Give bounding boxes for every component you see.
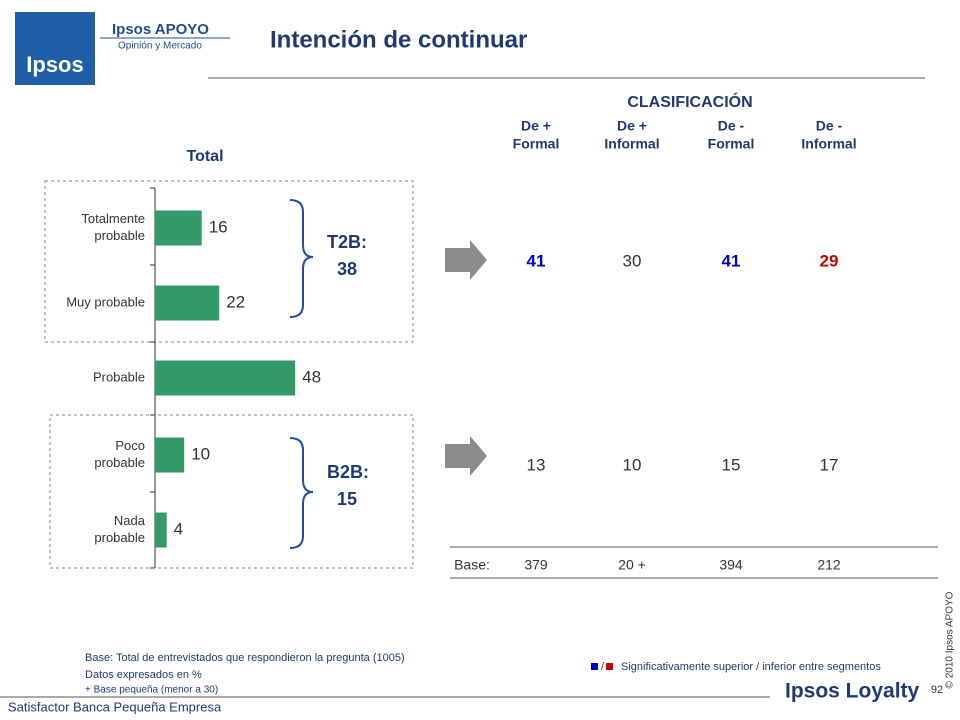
base-value: 212 [817,557,841,573]
note: Datos expresados en % [85,669,202,681]
column-header: De + [617,118,647,134]
table-title: CLASIFICACIÓN [627,92,752,111]
group-label: T2B: [327,232,367,252]
category-label: probable [94,455,145,470]
legend-separator: / [601,661,605,673]
category-label: probable [94,228,145,243]
data-label: 16 [209,217,228,236]
data-label: 4 [174,519,183,538]
legend-text: Significativamente superior / inferior e… [621,661,881,673]
column-header: De - [816,118,843,134]
slide-title: Intención de continuar [270,26,527,53]
category-label: Totalmente [81,211,145,226]
group-value: 38 [337,259,357,279]
base-value: 20 + [618,557,646,573]
base-value: 379 [524,557,548,573]
table-value: 41 [722,251,741,270]
logo-box [15,12,95,85]
column-header: Formal [708,136,755,152]
table-value: 13 [527,455,546,474]
logo-brand: Ipsos APOYO [112,21,209,38]
category-label: Nada [114,513,146,528]
b2b-brace [289,437,314,549]
t2b-box [44,180,414,343]
arrow [445,436,487,476]
axis-separators [150,187,155,569]
base-label: Base: [454,557,490,573]
t2b-brace [289,199,314,318]
group-label: B2B: [327,462,369,482]
bar [155,437,185,473]
bar [155,285,220,321]
page-number: 92 [931,684,943,696]
category-label: Muy probable [66,294,145,309]
column-header: De + [521,118,551,134]
legend-swatch [591,663,598,670]
data-label: 22 [226,292,245,311]
bar [155,512,167,548]
category-label: Poco [115,438,145,453]
logo-tagline: Opinión y Mercado [118,41,202,52]
table-value: 17 [820,455,839,474]
table-value: 15 [722,455,741,474]
category-label: probable [94,530,145,545]
legend-swatch [606,663,613,670]
group-value: 15 [337,489,357,509]
logo-mark: Ipsos [26,52,83,77]
note: Base: Total de entrevistados que respond… [85,652,405,664]
bar [155,210,202,246]
bar [155,360,296,396]
copyright: © 2010 Ipsos APOYO [945,591,956,688]
column-header: Informal [801,136,856,152]
column-header: Informal [604,136,659,152]
column-header: Formal [513,136,560,152]
category-label: Probable [93,369,145,384]
base-value: 394 [719,557,743,573]
data-label: 10 [191,444,210,463]
table-value: 10 [623,455,642,474]
table-value: 41 [527,251,546,270]
b2b-box [49,414,414,569]
footer-text: Satisfactor Banca Pequeña Empresa [8,699,222,714]
footer-brand: Ipsos Loyalty [785,680,920,703]
arrow [445,240,487,280]
note: + Base pequeña (menor a 30) [85,685,218,696]
data-label: 48 [302,367,321,386]
table-value: 30 [623,251,642,270]
chart-title: Total [186,148,223,165]
column-header: De - [718,118,745,134]
table-value: 29 [820,251,839,270]
